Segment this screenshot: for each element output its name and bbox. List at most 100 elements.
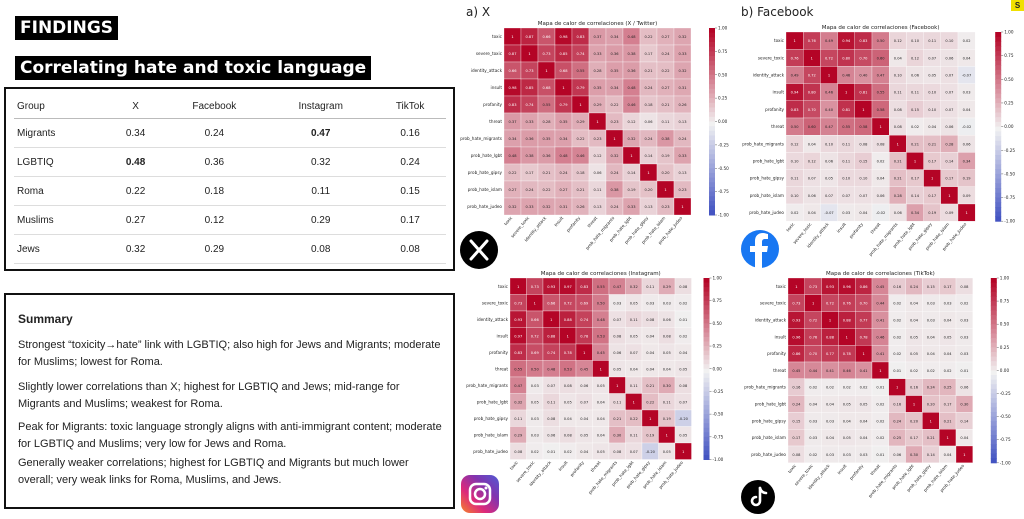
heatmap-cell-label: 0.25 — [893, 436, 901, 440]
heatmap-cell-label: 0.08 — [514, 450, 523, 454]
heatmap-cell-label: 0.40 — [825, 108, 834, 112]
colorbar-tick-label: -1.00 — [1004, 219, 1015, 224]
heatmap-cell-label: 1 — [963, 453, 965, 457]
heatmap-cell-label: 0.03 — [860, 453, 868, 457]
colorbar-segment — [990, 375, 997, 381]
heatmap-cell-label: 0.21 — [927, 436, 935, 440]
value-cell-tiktok: 0.15 — [374, 176, 446, 206]
heatmap-cell-label: 0.23 — [678, 188, 686, 192]
heatmap-cell-label: 0.72 — [531, 334, 539, 338]
heatmap-cell-label: 0.17 — [944, 285, 952, 289]
heatmap-cell-label: 0.16 — [893, 285, 902, 289]
colorbar-segment — [995, 140, 1002, 147]
heatmap-cell-label: 0.02 — [876, 403, 884, 407]
heatmap-cell-label: 0.11 — [630, 433, 638, 437]
colorbar-segment — [703, 346, 710, 352]
colorbar-segment — [709, 74, 715, 80]
heatmap-cell-label: 0.05 — [843, 403, 851, 407]
colorbar-segment — [990, 393, 997, 399]
heatmap-cell-label: 0.23 — [593, 137, 601, 141]
heatmap-cell-label: 0.02 — [927, 369, 935, 373]
heatmap-cell-label: 0.24 — [792, 403, 801, 407]
heatmap-cell-label: 0.81 — [842, 108, 850, 112]
x-tick-label: threat — [590, 460, 602, 473]
heatmap-cell-label: 0.03 — [663, 301, 671, 305]
colorbar-segment — [709, 46, 715, 52]
heatmap-cell-label: 1 — [965, 211, 967, 215]
colorbar-segment — [703, 359, 710, 365]
heatmap-cell-label: 0.44 — [809, 369, 818, 373]
colorbar-segment — [990, 425, 997, 431]
value-cell-instagram: 0.08 — [267, 234, 375, 264]
colorbar-segment — [995, 60, 1002, 66]
value-cell-tiktok: 0.08 — [374, 234, 446, 264]
colorbar-segment — [709, 130, 715, 137]
colorbar-segment — [990, 291, 997, 297]
heatmap-cell-label: 0.05 — [613, 367, 621, 371]
heatmap-cell-label: 0.07 — [928, 56, 936, 60]
colorbar-segment — [709, 84, 715, 90]
colorbar-segment — [995, 173, 1002, 180]
heatmap-cell-label: 1 — [545, 69, 547, 73]
y-tick-label: prob_hate_judeo — [467, 204, 502, 209]
heatmap-cell-label: 0.04 — [564, 417, 573, 421]
colorbar-segment — [990, 402, 997, 408]
heatmap-cell-label: 0.07 — [945, 108, 953, 112]
heatmap-cell-label: 0.50 — [531, 367, 540, 371]
heatmap-cell-label: 0.08 — [679, 384, 688, 388]
colorbar-segment — [990, 384, 997, 390]
heatmap-cell-label: 0.02 — [809, 453, 817, 457]
heatmap-cell-label: 1 — [914, 160, 916, 164]
heatmap-cell-label: 0.33 — [525, 120, 533, 124]
heatmap-cell-label: 0.88 — [547, 334, 556, 338]
colorbar-segment — [703, 405, 710, 411]
colorbar-tick-label: 1.00 — [1004, 30, 1014, 35]
colorbar-segment — [990, 278, 997, 284]
heatmap-cell-label: 0.17 — [525, 171, 533, 175]
heatmap-cell-label: 0.94 — [842, 39, 851, 43]
heatmap-cell-label: 0.03 — [826, 453, 834, 457]
x-tick-label: threat — [586, 215, 598, 228]
heatmap-cell-label: 1 — [812, 302, 814, 306]
heatmap-cell-label: 0.09 — [963, 194, 972, 198]
heatmap-cell-label: 0.21 — [576, 188, 584, 192]
y-tick-label: threat — [489, 119, 502, 124]
value-cell-x: 0.32 — [109, 234, 162, 264]
x-tick-label: threat — [869, 221, 881, 234]
heatmap-cell-label: 0.17 — [945, 177, 953, 181]
colorbar-segment — [709, 140, 715, 146]
heatmap-cell-label: 0.04 — [860, 436, 869, 440]
heatmap-cell-label: 0.08 — [613, 334, 622, 338]
heatmap-cell-label: 0.05 — [630, 334, 638, 338]
colorbar-segment — [709, 200, 715, 207]
heatmap-cell-label: 0.36 — [610, 52, 619, 56]
colorbar-tick-label: 0.00 — [1004, 124, 1014, 129]
heatmap-cell-label: 0.32 — [627, 137, 635, 141]
heatmap-cell-label: 0.04 — [894, 56, 903, 60]
heatmap-cell-label: 1 — [666, 433, 668, 437]
colorbar-segment — [990, 351, 997, 358]
colorbar-tick-label: -0.50 — [713, 412, 724, 417]
colorbar-segment — [990, 314, 997, 321]
colorbar-segment — [703, 373, 710, 379]
heatmap-cell-label: 0.33 — [627, 205, 635, 209]
colorbar-tick-label: 0.25 — [1004, 100, 1014, 105]
colorbar-segment — [703, 432, 710, 438]
heatmap-cell-label: 0.76 — [791, 56, 800, 60]
heatmap-cell-label: 0.06 — [963, 142, 972, 146]
heatmap-cell-label: 0.34 — [559, 137, 568, 141]
colorbar-segment — [709, 154, 715, 160]
heatmap-cell-label: 0.04 — [960, 436, 969, 440]
colorbar-segment — [990, 296, 997, 302]
colorbar-segment — [990, 282, 997, 288]
heatmap-cell-label: 0.02 — [826, 386, 834, 390]
heatmap-cell-label: 0.12 — [894, 39, 902, 43]
colorbar-segment — [995, 65, 1002, 71]
heatmap-cell-label: 0.12 — [911, 56, 919, 60]
heatmap-cell-label: 0.06 — [593, 171, 602, 175]
y-tick-label: prob_hate_gipsy — [474, 416, 509, 421]
heatmap-cell-label: 0.06 — [547, 433, 556, 437]
heatmap-cell-label: 0.33 — [678, 52, 686, 56]
heatmap-cell-label: 0.60 — [808, 125, 817, 129]
heatmap-cell-label: 0.03 — [960, 352, 968, 356]
